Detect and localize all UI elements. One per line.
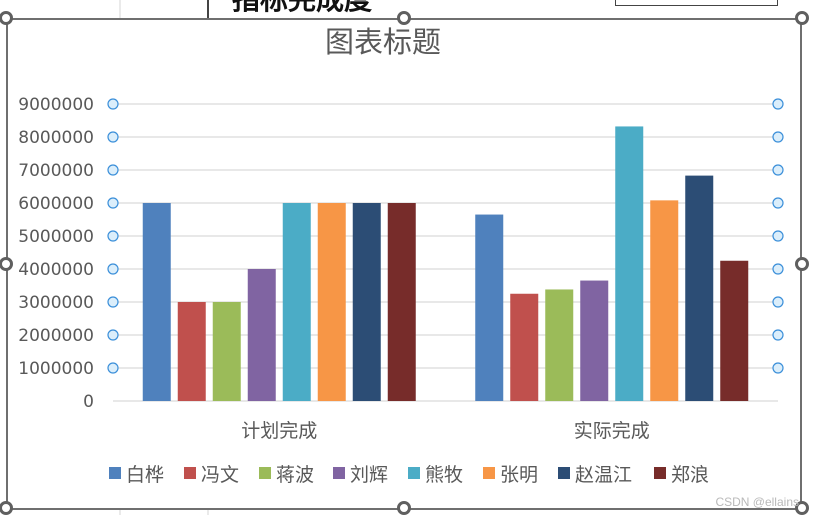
- y-tick-label: 0: [83, 392, 94, 412]
- left-marker[interactable]: [107, 197, 119, 209]
- right-marker[interactable]: [772, 362, 784, 374]
- right-marker[interactable]: [772, 164, 784, 176]
- legend-label: 蒋波: [276, 464, 314, 486]
- left-marker[interactable]: [107, 164, 119, 176]
- resize-handle-middle-left[interactable]: [0, 257, 13, 271]
- legend-swatch: [109, 467, 121, 479]
- watermark: CSDN @ellains: [715, 495, 799, 509]
- y-tick-label: 7000000: [18, 161, 94, 181]
- right-marker[interactable]: [772, 329, 784, 341]
- legend-swatch: [184, 467, 196, 479]
- right-marker[interactable]: [772, 230, 784, 242]
- left-marker[interactable]: [107, 131, 119, 143]
- resize-handle-bottom-left[interactable]: [0, 501, 13, 515]
- bar[interactable]: [615, 126, 644, 401]
- legend-label: 刘辉: [350, 464, 388, 486]
- bar[interactable]: [685, 175, 714, 401]
- resize-handle-bottom-center[interactable]: [397, 501, 411, 515]
- sheet-selected-cell[interactable]: [615, 0, 778, 6]
- bar[interactable]: [720, 260, 749, 401]
- legend-swatch: [408, 467, 420, 479]
- right-marker[interactable]: [772, 131, 784, 143]
- bar[interactable]: [387, 203, 416, 401]
- legend-item[interactable]: 赵温江: [558, 464, 632, 486]
- legend-swatch: [558, 467, 570, 479]
- legend-swatch: [259, 467, 271, 479]
- left-marker[interactable]: [107, 98, 119, 110]
- legend-item[interactable]: 郑浪: [654, 464, 709, 486]
- y-tick-label: 2000000: [18, 326, 94, 346]
- legend-item[interactable]: 张明: [483, 464, 538, 486]
- bar[interactable]: [247, 269, 276, 401]
- bar[interactable]: [650, 200, 679, 401]
- legend-item[interactable]: 白桦: [109, 464, 164, 486]
- bar[interactable]: [352, 203, 381, 401]
- resize-handle-top-right[interactable]: [795, 11, 809, 25]
- bars[interactable]: [142, 126, 749, 401]
- y-tick-label: 8000000: [18, 128, 94, 148]
- left-marker[interactable]: [107, 230, 119, 242]
- legend-item[interactable]: 蒋波: [259, 464, 314, 486]
- right-marker[interactable]: [772, 263, 784, 275]
- left-marker[interactable]: [107, 329, 119, 341]
- legend-label: 熊牧: [425, 464, 463, 486]
- sheet-cell-title-fragment: 指标完成度: [232, 0, 372, 14]
- y-tick-label: 4000000: [18, 260, 94, 280]
- left-marker[interactable]: [107, 263, 119, 275]
- legend-label: 郑浪: [671, 464, 709, 486]
- y-tick-label: 3000000: [18, 293, 94, 313]
- y-tick-label: 1000000: [18, 359, 94, 379]
- category-label: 实际完成: [574, 420, 650, 442]
- legend-item[interactable]: 刘辉: [333, 464, 388, 486]
- bar[interactable]: [510, 293, 539, 401]
- right-marker[interactable]: [772, 197, 784, 209]
- resize-handle-top-center[interactable]: [397, 11, 411, 25]
- legend-label: 赵温江: [575, 464, 632, 486]
- legend-swatch: [654, 467, 666, 479]
- legend-label: 张明: [500, 464, 538, 486]
- bar[interactable]: [142, 203, 171, 401]
- y-tick-label: 6000000: [18, 194, 94, 214]
- legend-item[interactable]: 熊牧: [408, 464, 463, 486]
- left-marker[interactable]: [107, 296, 119, 308]
- bar[interactable]: [282, 203, 311, 401]
- right-marker[interactable]: [772, 296, 784, 308]
- y-axis-ticks: 0 1000000 2000000 3000000 4000000 5000000 6000…: [18, 95, 94, 412]
- legend-swatch: [483, 467, 495, 479]
- bar[interactable]: [212, 302, 241, 401]
- bar[interactable]: [545, 289, 574, 401]
- left-marker[interactable]: [107, 362, 119, 374]
- legend[interactable]: 白桦 冯文 蒋波 刘辉 熊牧 张明 赵温江 郑浪: [109, 464, 709, 486]
- resize-handle-top-left[interactable]: [0, 11, 13, 25]
- legend-item[interactable]: 冯文: [184, 464, 239, 486]
- x-axis-categories: 计划完成 实际完成: [241, 420, 650, 442]
- y-tick-label: 5000000: [18, 227, 94, 247]
- right-marker[interactable]: [772, 98, 784, 110]
- bar[interactable]: [475, 214, 504, 401]
- bar[interactable]: [317, 203, 346, 401]
- y-tick-label: 9000000: [18, 95, 94, 115]
- legend-swatch: [333, 467, 345, 479]
- chart-title[interactable]: 图表标题: [325, 25, 441, 59]
- legend-label: 冯文: [201, 464, 239, 486]
- legend-label: 白桦: [126, 464, 164, 486]
- category-label: 计划完成: [241, 420, 317, 442]
- resize-handle-middle-right[interactable]: [795, 257, 809, 271]
- bar[interactable]: [177, 302, 206, 401]
- error-bar-markers[interactable]: [107, 98, 784, 374]
- resize-handle-bottom-right[interactable]: [795, 501, 809, 515]
- bar[interactable]: [580, 280, 609, 401]
